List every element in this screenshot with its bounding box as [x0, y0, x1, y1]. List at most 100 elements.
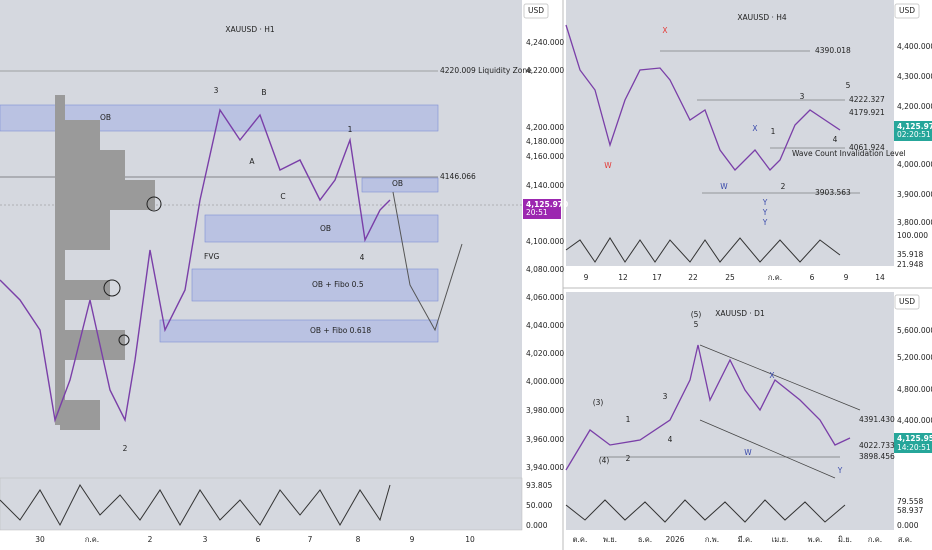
wave-label: X	[662, 26, 667, 35]
time-label: 9	[844, 273, 849, 282]
d1-chart-bg	[566, 292, 894, 530]
zone	[361, 177, 439, 193]
currency: USD	[528, 6, 544, 15]
oscillator-bg	[0, 477, 523, 531]
last-price-box	[894, 121, 932, 141]
price-label: 4,140.000	[526, 181, 564, 190]
wave-label: 2	[123, 444, 128, 453]
projection	[392, 191, 463, 332]
price-label: 3,980.000	[526, 406, 564, 415]
currency: USD	[899, 6, 915, 15]
h1-chart-bg	[0, 0, 522, 530]
wave-label: 1	[771, 127, 776, 136]
price-label: 4,080.000	[526, 265, 564, 274]
wave-label: 4	[360, 253, 365, 262]
currency-box	[894, 294, 920, 310]
wave-label: C	[280, 192, 285, 201]
price-label: 4,200.000	[897, 102, 932, 111]
time-label: ก.พ.	[705, 535, 719, 544]
currency-box	[523, 3, 549, 19]
price-label: 4,220.000	[526, 66, 564, 75]
oscillator-label: 93.805	[526, 481, 552, 490]
annotation: OB	[392, 179, 403, 188]
time-label: ต.ค.	[573, 535, 588, 544]
annotation: 4222.327	[849, 95, 885, 104]
time-label: พ.ย.	[603, 535, 617, 544]
last-time: 20:51	[526, 208, 548, 217]
zone	[191, 268, 439, 302]
time-label: มี.ค.	[738, 535, 753, 544]
annotation: Wave Count Invalidation Level	[792, 149, 906, 158]
h4-chart-bg	[566, 0, 894, 266]
annotation: 3903.563	[815, 188, 851, 197]
price-label: 3,900.000	[897, 190, 932, 199]
time-label: 3	[203, 535, 208, 544]
wave-label: Y	[762, 198, 768, 207]
annotation: OB + Fibo 0.618	[310, 326, 371, 335]
marker	[146, 196, 162, 212]
time-label: พ.ค.	[808, 535, 823, 544]
wave-label: Y	[762, 208, 768, 217]
wave-label: 3	[214, 86, 219, 95]
wave-label: (4)	[599, 456, 610, 465]
annotation: 4179.921	[849, 108, 885, 117]
price-label: 4,400.000	[897, 416, 932, 425]
time-label: 2	[148, 535, 153, 544]
time-label: เม.ย.	[772, 535, 789, 544]
annotation: 4391.430	[859, 415, 895, 424]
last-price: 4,125.955	[897, 434, 932, 443]
wave-label: Y	[837, 466, 843, 475]
price-path	[565, 24, 841, 171]
wave-label: W	[720, 182, 728, 191]
wave-label: (5)	[691, 310, 702, 319]
price-label: 4,800.000	[897, 385, 932, 394]
currency: USD	[899, 297, 915, 306]
price-label: 4,180.000	[526, 137, 564, 146]
currency-box	[894, 3, 920, 19]
last-price-box	[523, 199, 561, 219]
oscillator-label: 0.000	[897, 521, 919, 530]
price-label: 4,000.000	[526, 377, 564, 386]
time-label: 12	[618, 273, 628, 282]
wave-label: (3)	[593, 398, 604, 407]
wave-label: 4	[833, 135, 838, 144]
wave-label: 2	[626, 454, 631, 463]
wave-label: 3	[800, 92, 805, 101]
time-label: ก.ค.	[868, 535, 882, 544]
wave-label: X	[752, 124, 757, 133]
marker	[103, 279, 121, 297]
chart-title: XAUUSD · H1	[225, 25, 275, 34]
annotation: 4061.924	[849, 143, 885, 152]
wave-label: A	[249, 157, 255, 166]
price-path	[0, 108, 391, 423]
price-label: 4,200.000	[526, 123, 564, 132]
annotation: OB	[100, 113, 111, 122]
time-label: ก.ค.	[768, 273, 782, 282]
last-time: 14:20:51	[897, 443, 931, 452]
price-label: 4,000.000	[897, 160, 932, 169]
time-label: ส.ค.	[898, 535, 912, 544]
price-label: 3,800.000	[897, 218, 932, 227]
annotation: 4146.066	[440, 172, 476, 181]
channel	[699, 344, 861, 411]
price-label: 4,100.000	[526, 237, 564, 246]
annotation: OB	[320, 224, 331, 233]
time-label: มิ.ย.	[838, 535, 852, 544]
price-label: 3,940.000	[526, 463, 564, 472]
annotation: FVG	[204, 252, 219, 261]
price-path	[565, 344, 851, 471]
time-label: 8	[356, 535, 361, 544]
wave-label: 5	[694, 320, 699, 329]
time-label: 7	[308, 535, 313, 544]
time-label: 9	[584, 273, 589, 282]
time-label: 6	[256, 535, 261, 544]
wave-label: Y	[762, 218, 768, 227]
oscillator-label: 100.000	[897, 231, 928, 240]
oscillator-label: 35.918	[897, 250, 923, 259]
annotation: 4390.018	[815, 46, 851, 55]
wave-label: B	[261, 88, 266, 97]
wave-label: 5	[846, 81, 851, 90]
time-label: ธ.ค.	[638, 535, 652, 544]
time-label: 22	[688, 273, 698, 282]
price-label: 4,160.000	[526, 152, 564, 161]
